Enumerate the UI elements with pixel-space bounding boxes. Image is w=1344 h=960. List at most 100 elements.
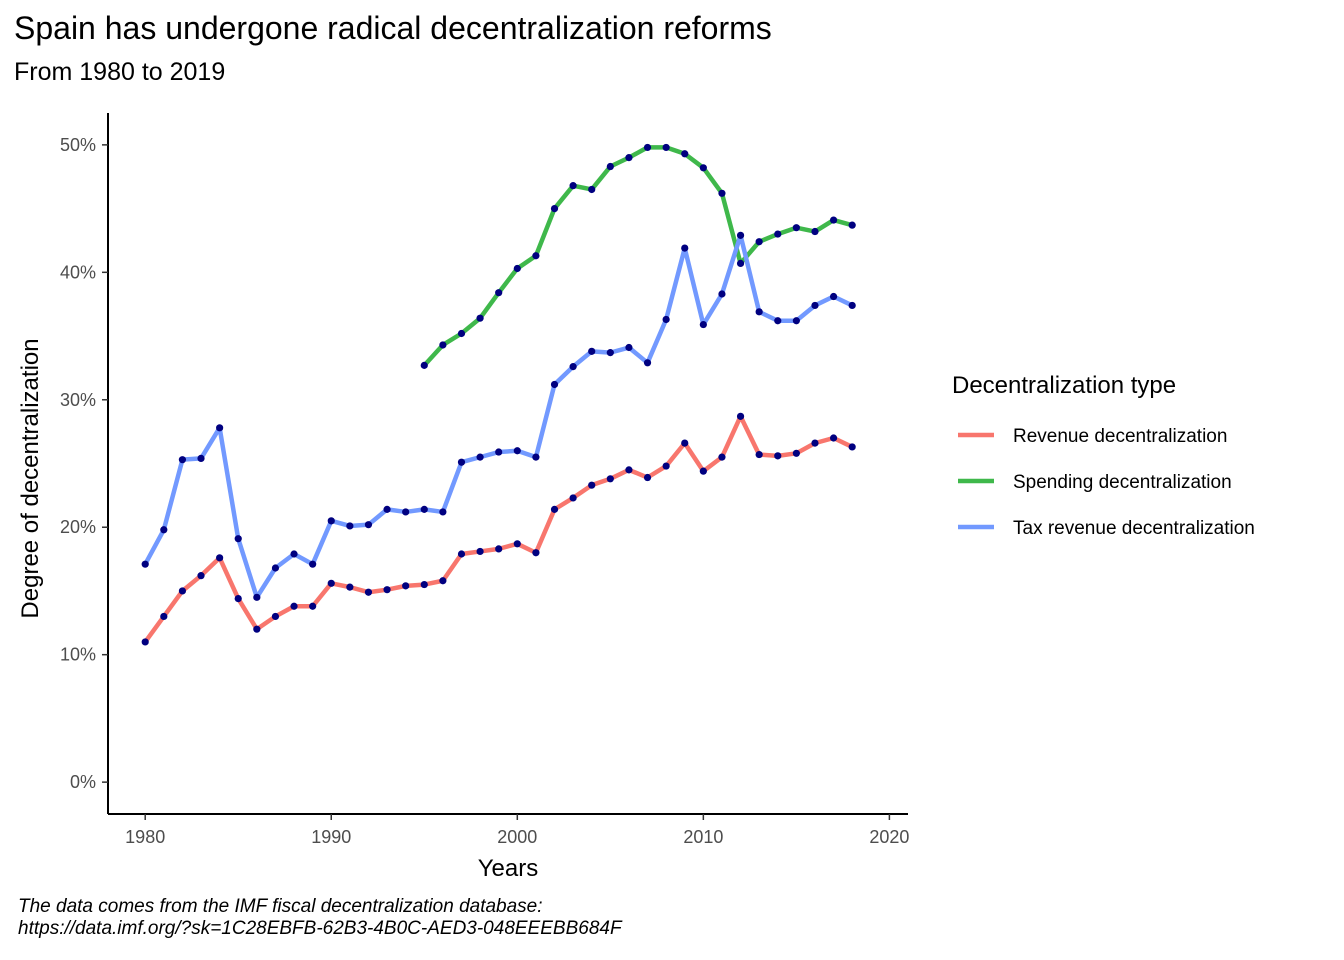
data-point-tax	[643, 359, 652, 367]
data-point-tax	[420, 505, 428, 513]
x-tick-label: 1980	[125, 827, 165, 847]
data-point-revenue	[532, 549, 540, 557]
y-tick-label: 50%	[60, 135, 96, 155]
data-point-spending	[718, 189, 726, 197]
data-point-revenue	[420, 580, 428, 589]
data-point-tax	[662, 315, 670, 324]
data-point-spending	[643, 143, 652, 152]
data-point-tax	[755, 308, 763, 316]
data-point-tax	[309, 560, 317, 568]
data-point-revenue	[439, 577, 447, 585]
data-point-tax	[792, 317, 800, 325]
legend-title: Decentralization type	[952, 372, 1176, 399]
x-axis-ticks: 1980 1990 2000 2010 2020	[125, 814, 909, 847]
data-point-revenue	[476, 547, 484, 556]
data-point-tax	[234, 535, 242, 543]
data-point-tax	[346, 522, 354, 530]
legend-item-tax: Tax revenue decentralization	[958, 518, 1255, 539]
data-point-tax	[178, 456, 187, 464]
data-point-tax	[681, 244, 689, 252]
data-point-tax	[216, 424, 224, 432]
data-point-revenue	[309, 602, 317, 610]
chart-title: Spain has undergone radical decentraliza…	[14, 10, 772, 46]
legend-item-spending: Spending decentralization	[958, 472, 1232, 493]
data-point-spending	[569, 182, 577, 190]
data-point-spending	[848, 221, 856, 229]
data-point-revenue	[848, 443, 856, 451]
data-point-tax	[141, 560, 149, 568]
x-tick-label: 2000	[497, 827, 537, 847]
data-point-revenue	[513, 540, 521, 548]
data-point-spending	[457, 329, 466, 338]
data-point-tax	[364, 521, 373, 529]
data-point-tax	[495, 448, 503, 456]
data-point-revenue	[495, 545, 503, 553]
data-point-revenue	[197, 572, 205, 580]
data-point-tax	[439, 508, 447, 516]
data-point-tax	[774, 317, 782, 325]
data-point-revenue	[755, 450, 763, 459]
chart-caption: The data comes from the IMF fiscal decen…	[18, 896, 622, 940]
legend-label: Tax revenue decentralization	[1013, 518, 1255, 539]
data-point-spending	[774, 230, 782, 238]
data-point-tax	[160, 526, 168, 534]
data-point-tax	[736, 231, 745, 239]
caption-line-1: The data comes from the IMF fiscal decen…	[18, 896, 543, 917]
y-tick-label: 40%	[60, 262, 96, 282]
data-point-tax	[327, 517, 335, 525]
data-point-revenue	[253, 625, 261, 633]
data-point-tax	[588, 347, 596, 355]
x-tick-label: 2020	[869, 827, 909, 847]
data-point-tax	[253, 593, 261, 601]
data-point-revenue	[402, 582, 410, 590]
data-point-spending	[699, 164, 707, 172]
series-line-spending	[422, 145, 853, 367]
data-point-tax	[532, 453, 540, 461]
chart-subtitle: From 1980 to 2019	[14, 58, 226, 86]
data-point-spending	[681, 150, 689, 158]
y-tick-label: 10%	[60, 645, 96, 665]
data-point-tax	[829, 292, 838, 301]
x-axis-title: Years	[478, 855, 539, 882]
data-point-spending	[606, 162, 614, 171]
data-point-tax	[513, 447, 521, 455]
data-point-revenue	[681, 439, 689, 447]
data-point-spending	[755, 238, 763, 246]
data-point-spending	[476, 314, 484, 322]
data-point-revenue	[327, 579, 335, 587]
data-point-revenue	[271, 612, 280, 621]
y-tick-label: 0%	[70, 772, 96, 792]
data-point-revenue	[550, 505, 559, 513]
data-point-revenue	[718, 453, 726, 461]
data-point-revenue	[643, 473, 652, 482]
data-point-tax	[811, 301, 819, 310]
data-point-tax	[476, 453, 484, 461]
data-point-tax	[550, 380, 559, 389]
legend-item-revenue: Revenue decentralization	[958, 426, 1227, 447]
data-point-spending	[625, 154, 633, 162]
legend-label: Revenue decentralization	[1013, 426, 1227, 447]
y-axis-title: Degree of decentralization	[17, 338, 44, 618]
data-point-revenue	[216, 554, 224, 562]
data-point-tax	[699, 320, 707, 329]
caption-line-2: https://data.imf.org/?sk=1C28EBFB-62B3-4…	[18, 918, 622, 939]
data-point-tax	[569, 363, 577, 371]
data-point-spending	[792, 224, 800, 232]
legend: Decentralization type Revenue decentrali…	[952, 372, 1255, 539]
data-point-tax	[271, 564, 280, 572]
x-tick-label: 2010	[683, 827, 723, 847]
points-layer	[141, 143, 856, 646]
data-point-revenue	[829, 434, 838, 442]
data-point-tax	[606, 349, 614, 357]
data-point-revenue	[141, 638, 149, 646]
data-point-spending	[532, 252, 540, 260]
data-point-revenue	[457, 550, 466, 558]
data-point-tax	[718, 290, 726, 298]
legend-label: Spending decentralization	[1013, 472, 1232, 493]
x-tick-label: 1990	[311, 827, 351, 847]
data-point-revenue	[346, 583, 354, 591]
data-point-revenue	[606, 475, 614, 483]
data-point-spending	[662, 143, 670, 152]
data-point-revenue	[699, 467, 707, 475]
